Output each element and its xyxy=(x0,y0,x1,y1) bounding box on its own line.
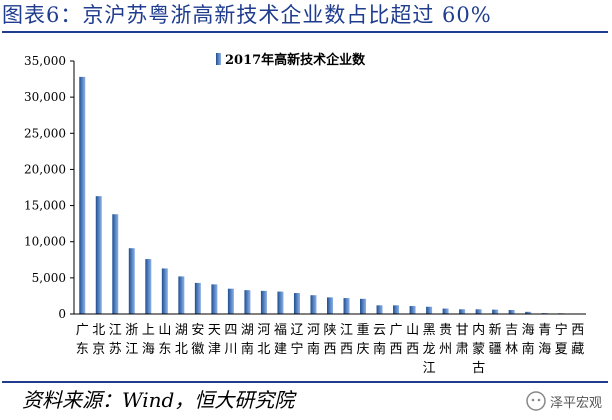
x-tick-label: 广东 xyxy=(76,323,89,357)
x-tick-label: 天津 xyxy=(208,323,221,357)
bar xyxy=(112,214,119,314)
bar xyxy=(79,76,86,314)
bar xyxy=(293,293,300,314)
x-tick-label: 青海 xyxy=(538,323,551,357)
y-tick-label: 0 xyxy=(58,307,66,321)
y-tick-label: 25,000 xyxy=(24,126,66,140)
x-tick-label: 安徽 xyxy=(191,323,204,357)
bar xyxy=(310,295,317,314)
bar xyxy=(145,259,152,314)
x-tick-label: 湖南 xyxy=(241,323,254,357)
legend-swatch xyxy=(216,53,221,65)
x-tick-label: 辽宁 xyxy=(290,323,303,357)
x-tick-label: 西藏 xyxy=(571,323,584,357)
x-axis: 广东北京江苏浙江上海山东湖北安徽天津四川湖南河北福建辽宁河南陕西江西重庆云南广西… xyxy=(74,313,586,376)
x-tick-label: 北京 xyxy=(92,323,105,357)
source-rule xyxy=(2,381,608,383)
legend-label: 2017年高新技术企业数 xyxy=(225,52,366,68)
y-tick-label: 30,000 xyxy=(24,90,66,104)
title-rule xyxy=(2,31,608,33)
x-tick-label: 吉林 xyxy=(505,323,518,357)
bar xyxy=(178,276,185,314)
x-tick-label: 江西 xyxy=(340,323,353,357)
x-tick-label: 福建 xyxy=(274,323,287,357)
bar-chart: 2017年高新技术企业数 0 5,000 10,000 15,000 20,000 25,… xyxy=(24,52,586,376)
bar xyxy=(475,309,482,314)
bar xyxy=(442,308,449,314)
x-tick-label: 上海 xyxy=(142,323,155,357)
bar xyxy=(492,309,499,314)
source-note: 资料来源：Wind，恒大研究院 xyxy=(22,388,295,412)
x-tick-label: 河南 xyxy=(307,323,320,357)
bar xyxy=(459,309,466,314)
figure-title: 图表6：京沪苏粤浙高新技术企业数占比超过 60% xyxy=(2,3,492,27)
bar xyxy=(409,306,416,314)
x-tick-label: 贵州 xyxy=(439,323,452,357)
watermark-text: 泽平宏观 xyxy=(549,395,602,411)
x-tick-label: 江苏 xyxy=(109,323,122,357)
y-axis: 0 5,000 10,000 15,000 20,000 25,000 30,000 35,0… xyxy=(24,54,75,321)
x-tick-label: 云南 xyxy=(373,323,386,357)
x-tick-label: 重庆 xyxy=(357,322,370,357)
bar xyxy=(327,297,333,314)
bar xyxy=(227,288,234,314)
bars xyxy=(79,76,581,315)
x-tick-label: 内蒙古 xyxy=(472,322,485,376)
x-tick-label: 山西 xyxy=(406,323,419,357)
chart-legend: 2017年高新技术企业数 xyxy=(216,52,366,68)
x-tick-label: 河北 xyxy=(257,323,270,357)
wechat-icon xyxy=(526,391,546,411)
bar xyxy=(376,305,383,314)
bar xyxy=(128,248,135,314)
bar xyxy=(343,298,350,314)
bar xyxy=(277,291,284,314)
x-tick-label: 山东 xyxy=(158,323,171,357)
y-tick-label: 5,000 xyxy=(32,271,66,285)
bar xyxy=(194,282,201,314)
x-tick-label: 宁夏 xyxy=(555,322,568,357)
bar xyxy=(260,290,267,314)
x-tick-label: 新疆 xyxy=(489,322,502,357)
y-tick-label: 35,000 xyxy=(24,54,66,68)
bar xyxy=(95,196,102,314)
x-tick-label: 海南 xyxy=(522,323,535,357)
bar xyxy=(211,284,218,314)
bar xyxy=(360,298,367,314)
x-tick-label: 甘肃 xyxy=(456,323,469,357)
x-tick-label: 黑龙江 xyxy=(423,323,436,376)
bar xyxy=(525,311,532,314)
y-tick-label: 10,000 xyxy=(24,235,66,249)
y-tick-label: 20,000 xyxy=(24,162,66,176)
bar xyxy=(426,306,433,314)
x-tick-label: 广西 xyxy=(390,323,403,357)
x-tick-label: 浙江 xyxy=(125,323,138,357)
bar xyxy=(161,268,168,314)
x-tick-label: 四川 xyxy=(224,323,237,357)
watermark: 泽平宏观 xyxy=(526,389,602,413)
x-tick-label: 陕西 xyxy=(323,323,336,357)
y-tick-label: 15,000 xyxy=(24,199,66,213)
bar xyxy=(393,305,400,314)
bar xyxy=(244,290,251,314)
bar xyxy=(508,310,515,314)
x-tick-label: 湖北 xyxy=(175,323,188,357)
